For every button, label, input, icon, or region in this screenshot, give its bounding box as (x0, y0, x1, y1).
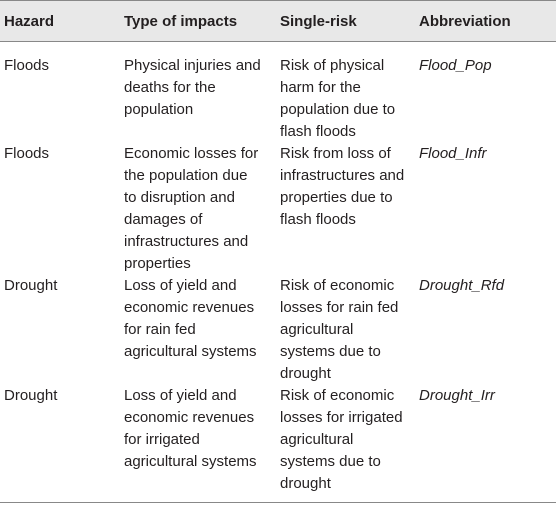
cell-line: drought (280, 475, 331, 492)
table-cell: Risk of economic losses for irrigated agri… (276, 385, 415, 503)
cell-line: infrastructures and (280, 167, 405, 184)
cell-line: deaths for the (124, 79, 216, 96)
table-cell: Loss of yield and economic revenues for ir… (120, 385, 276, 503)
table-cell: Flood_Infr (415, 143, 556, 275)
cell-line: economic revenues (124, 299, 255, 316)
cell-line: for irrigated (124, 431, 200, 448)
table-row: Floods Physical injuries and deaths for th… (0, 42, 556, 144)
column-header: Single-risk (280, 12, 357, 30)
cell-line: Drought_Irr (419, 387, 495, 404)
cell-line: Drought (4, 277, 58, 294)
table-cell: Floods (0, 143, 120, 275)
column-header: Abbreviation (419, 12, 511, 30)
cell-line: Risk from loss of (280, 145, 391, 162)
cell-line: Economic losses for (124, 145, 259, 162)
table-cell: Risk of economic losses for rain fed agric… (276, 275, 415, 385)
table-cell: Drought (0, 385, 120, 503)
cell-line: Drought_Rfd (419, 277, 505, 294)
table-cell: Drought_Irr (415, 385, 556, 503)
cell-line: damages of (124, 211, 203, 228)
cell-line: losses for rain fed (280, 299, 399, 316)
cell-line: agricultural (280, 321, 354, 338)
table-cell: Physical injuries and deaths for the popul… (120, 42, 276, 144)
cell-line: Loss of yield and (124, 387, 237, 404)
header-row: Hazard Type of impacts Single-risk Abbrevia… (0, 0, 556, 42)
cell-line: Loss of yield and (124, 277, 237, 294)
cell-line: harm for the (280, 79, 361, 96)
table-cell: Flood_Pop (415, 42, 556, 144)
cell-line: Floods (4, 145, 50, 162)
cell-line: Risk of economic (280, 387, 395, 404)
cell-line: Floods (4, 57, 50, 74)
cell-line: drought (280, 365, 331, 382)
table-cell: Loss of yield and economic revenues for ra… (120, 275, 276, 385)
cell-line: population (124, 101, 194, 118)
table-body: Floods Physical injuries and deaths for th… (0, 42, 556, 503)
table-cell: Risk from loss of infrastructures and prop… (276, 143, 415, 275)
table-cell: Risk of physical harm for the population d… (276, 42, 415, 144)
cell-line: the population due (124, 167, 248, 184)
table-row: Drought Loss of yield and economic revenue… (0, 385, 556, 503)
cell-line: Drought (4, 387, 58, 404)
cell-line: infrastructures and (124, 233, 249, 250)
cell-line: population due to (280, 101, 396, 118)
cell-line: Physical injuries and (124, 57, 261, 74)
table-row: Drought Loss of yield and economic revenue… (0, 275, 556, 385)
cell-line: Flood_Pop (419, 57, 492, 74)
cell-line: Flood_Infr (419, 145, 487, 162)
cell-line: Risk of economic (280, 277, 395, 294)
cell-line: flash floods (280, 211, 356, 228)
cell-line: properties (124, 255, 191, 272)
cell-line: agricultural systems (124, 343, 257, 360)
column-header: Type of impacts (124, 12, 238, 30)
cell-line: losses for irrigated (280, 409, 403, 426)
cell-line: systems due to (280, 453, 381, 470)
table-cell: Drought (0, 275, 120, 385)
cell-line: for rain fed (124, 321, 196, 338)
cell-line: to disruption and (124, 189, 235, 206)
cell-line: agricultural systems (124, 453, 257, 470)
column-header: Hazard (4, 12, 55, 30)
table-row: Floods Economic losses for the population … (0, 143, 556, 275)
table-cell: Economic losses for the population due to … (120, 143, 276, 275)
cell-line: economic revenues (124, 409, 255, 426)
table-cell: Floods (0, 42, 120, 144)
cell-line: Risk of physical (280, 57, 385, 74)
table-cell: Drought_Rfd (415, 275, 556, 385)
cell-line: properties due to (280, 189, 393, 206)
cell-line: flash floods (280, 123, 356, 140)
cell-line: systems due to (280, 343, 381, 360)
table-header: Hazard Type of impacts Single-risk Abbrevia… (0, 0, 556, 42)
cell-line: agricultural (280, 431, 354, 448)
